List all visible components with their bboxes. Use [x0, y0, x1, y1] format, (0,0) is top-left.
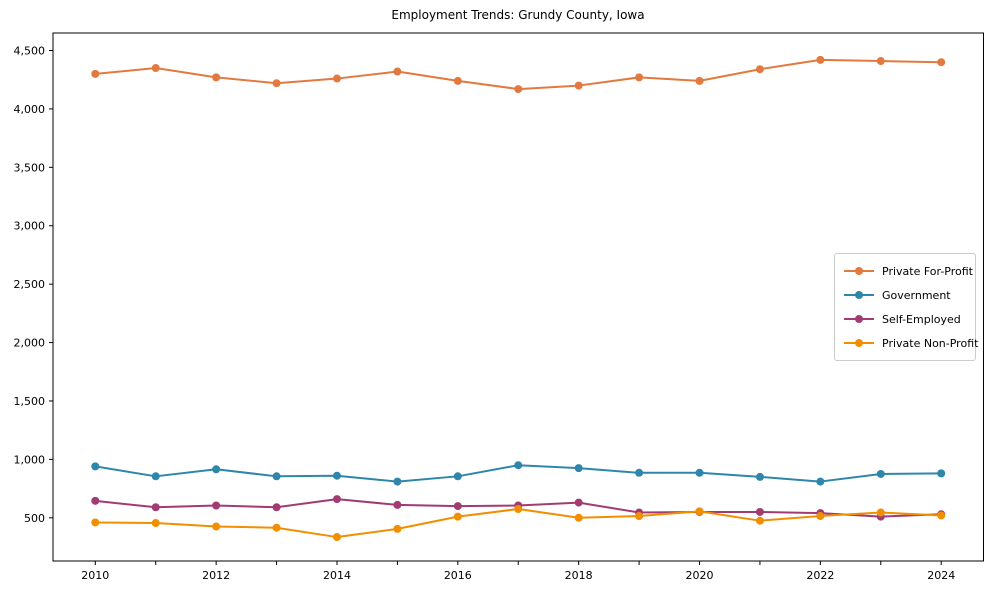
y-tick-label: 1,000 — [14, 453, 46, 466]
x-tick-label: 2024 — [927, 569, 955, 582]
data-point — [393, 477, 402, 486]
data-point — [151, 472, 160, 481]
data-point — [816, 512, 825, 521]
y-tick-label: 3,500 — [14, 161, 46, 174]
data-point — [151, 519, 160, 528]
y-tick-label: 1,500 — [14, 395, 46, 408]
legend: Private For-Profit Government Self-Employe… — [834, 253, 978, 361]
legend-line-marker-icon — [844, 339, 874, 347]
data-point — [816, 55, 825, 64]
data-point — [937, 469, 946, 478]
legend-label: Private Non-Profit — [882, 336, 979, 350]
data-point — [393, 524, 402, 533]
y-tick-label: 2,000 — [14, 337, 46, 350]
legend-line-marker-icon — [844, 291, 874, 299]
data-point — [332, 495, 341, 504]
data-point — [332, 533, 341, 542]
data-point — [574, 464, 583, 473]
data-point — [635, 468, 644, 477]
data-point — [453, 472, 462, 481]
data-point — [755, 472, 764, 481]
data-point — [212, 73, 221, 82]
data-point — [755, 65, 764, 74]
legend-dot-icon — [855, 291, 863, 299]
y-tick-label: 3,000 — [14, 220, 46, 233]
data-point — [453, 502, 462, 511]
data-point — [272, 523, 281, 532]
data-point — [272, 503, 281, 512]
legend-line-marker-icon — [844, 315, 874, 323]
data-point — [635, 73, 644, 82]
data-point — [151, 503, 160, 512]
data-point — [393, 500, 402, 509]
y-tick-label: 4,500 — [14, 45, 46, 58]
data-point — [695, 507, 704, 516]
x-tick-label: 2010 — [81, 569, 109, 582]
x-tick-label: 2020 — [686, 569, 714, 582]
legend-item: Self-Employed — [844, 307, 969, 331]
data-point — [393, 67, 402, 76]
legend-dot-icon — [855, 315, 863, 323]
data-point — [937, 511, 946, 520]
data-point — [91, 69, 100, 78]
legend-dot-icon — [855, 267, 863, 275]
data-point — [574, 498, 583, 507]
legend-label: Government — [882, 288, 951, 302]
data-point — [816, 477, 825, 486]
legend-line-marker-icon — [844, 267, 874, 275]
data-point — [91, 462, 100, 471]
data-point — [332, 471, 341, 480]
x-tick-label: 2018 — [565, 569, 593, 582]
data-point — [695, 76, 704, 85]
data-point — [635, 512, 644, 521]
data-point — [91, 496, 100, 505]
data-point — [514, 505, 523, 514]
data-point — [453, 76, 462, 85]
x-tick-label: 2014 — [323, 569, 351, 582]
legend-item: Private For-Profit — [844, 259, 973, 283]
data-point — [755, 507, 764, 516]
y-tick-label: 4,000 — [14, 103, 46, 116]
data-point — [937, 58, 946, 67]
data-point — [453, 512, 462, 521]
data-point — [212, 522, 221, 531]
data-point — [574, 81, 583, 90]
data-point — [514, 85, 523, 94]
chart-title: Employment Trends: Grundy County, Iowa — [391, 8, 645, 22]
data-point — [574, 513, 583, 522]
data-point — [876, 508, 885, 517]
data-point — [272, 79, 281, 88]
data-point — [755, 516, 764, 525]
legend-dot-icon — [855, 339, 863, 347]
series-line-private-for-profit — [94, 58, 943, 91]
legend-item: Government — [844, 283, 969, 307]
y-tick-label: 500 — [24, 512, 45, 525]
data-point — [272, 472, 281, 481]
data-point — [91, 518, 100, 527]
legend-item: Private Non-Profit — [844, 331, 978, 355]
data-point — [151, 64, 160, 73]
y-tick-label: 2,500 — [14, 278, 46, 291]
legend-label: Private For-Profit — [882, 264, 973, 278]
data-point — [332, 74, 341, 83]
x-tick-label: 2012 — [202, 569, 230, 582]
data-point — [695, 468, 704, 477]
data-point — [876, 57, 885, 66]
data-point — [212, 465, 221, 474]
data-point — [212, 501, 221, 510]
x-tick-label: 2022 — [806, 569, 834, 582]
data-point — [876, 469, 885, 478]
x-tick-label: 2016 — [444, 569, 472, 582]
legend-label: Self-Employed — [882, 312, 961, 326]
data-point — [514, 461, 523, 470]
